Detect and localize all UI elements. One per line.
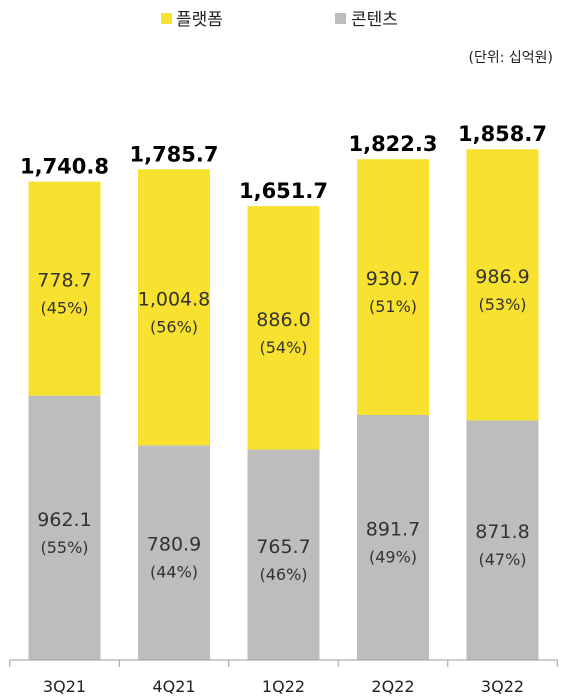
value-label-content-3q21: 962.1 [37, 509, 91, 531]
bar-content-1q22 [247, 449, 320, 660]
bar-platform-2q22 [357, 159, 429, 415]
total-label-4q21: 1,785.7 [129, 142, 218, 166]
unit-note: (단위: 십억원) [469, 50, 554, 66]
value-label-platform-3q21: 778.7 [37, 270, 91, 292]
legend-label-content: 콘텐츠 [351, 10, 398, 30]
pct-label-platform-3q22: (53%) [478, 295, 526, 314]
x-tick-label-4q21: 4Q21 [152, 677, 195, 696]
legend: 플랫폼 콘텐츠 [161, 10, 398, 30]
total-label-1q22: 1,651.7 [239, 179, 328, 203]
value-label-platform-3q22: 986.9 [475, 266, 529, 288]
value-label-content-3q22: 871.8 [475, 521, 529, 543]
pct-label-platform-4q21: (56%) [150, 317, 198, 336]
x-tick-label-3q22: 3Q22 [481, 677, 524, 696]
total-label-3q22: 1,858.7 [458, 122, 547, 146]
bar-platform-1q22 [247, 206, 320, 450]
pct-label-platform-2q22: (51%) [369, 297, 417, 316]
x-tick-label-2q22: 2Q22 [371, 677, 414, 696]
pct-label-content-1q22: (46%) [259, 565, 307, 584]
legend-swatch-platform [161, 13, 172, 24]
value-label-content-1q22: 765.7 [256, 536, 310, 558]
x-tick-label-3q21: 3Q21 [43, 677, 86, 696]
pct-label-content-2q22: (49%) [369, 547, 417, 566]
legend-swatch-content [335, 13, 346, 24]
bar-content-4q21 [138, 445, 210, 660]
bar-content-2q22 [357, 414, 429, 660]
total-label-3q21: 1,740.8 [20, 155, 109, 179]
bar-content-3q22 [466, 420, 539, 660]
bars-group: 962.1 (55%) 778.7 (45%) 1,740.8 780.9 (44%) 1,0… [20, 122, 547, 660]
bar-platform-4q21 [138, 169, 210, 446]
total-label-2q22: 1,822.3 [348, 132, 437, 156]
x-tick-label-1q22: 1Q22 [262, 677, 305, 696]
legend-label-platform: 플랫폼 [176, 10, 223, 30]
x-axis: 3Q21 4Q21 1Q22 2Q22 3Q22 [9, 659, 558, 696]
value-label-content-4q21: 780.9 [147, 534, 201, 556]
value-label-platform-2q22: 930.7 [366, 268, 420, 290]
value-label-content-2q22: 891.7 [366, 518, 420, 540]
pct-label-content-4q21: (44%) [150, 563, 198, 582]
pct-label-content-3q22: (47%) [478, 550, 526, 569]
bar-platform-3q21 [28, 181, 101, 396]
pct-label-platform-1q22: (54%) [259, 338, 307, 357]
value-label-platform-4q21: 1,004.8 [138, 288, 211, 310]
pct-label-content-3q21: (55%) [40, 538, 88, 557]
bar-content-3q21 [28, 395, 101, 660]
pct-label-platform-3q21: (45%) [40, 299, 88, 318]
bar-platform-3q22 [466, 149, 539, 421]
value-label-platform-1q22: 886.0 [256, 309, 310, 331]
